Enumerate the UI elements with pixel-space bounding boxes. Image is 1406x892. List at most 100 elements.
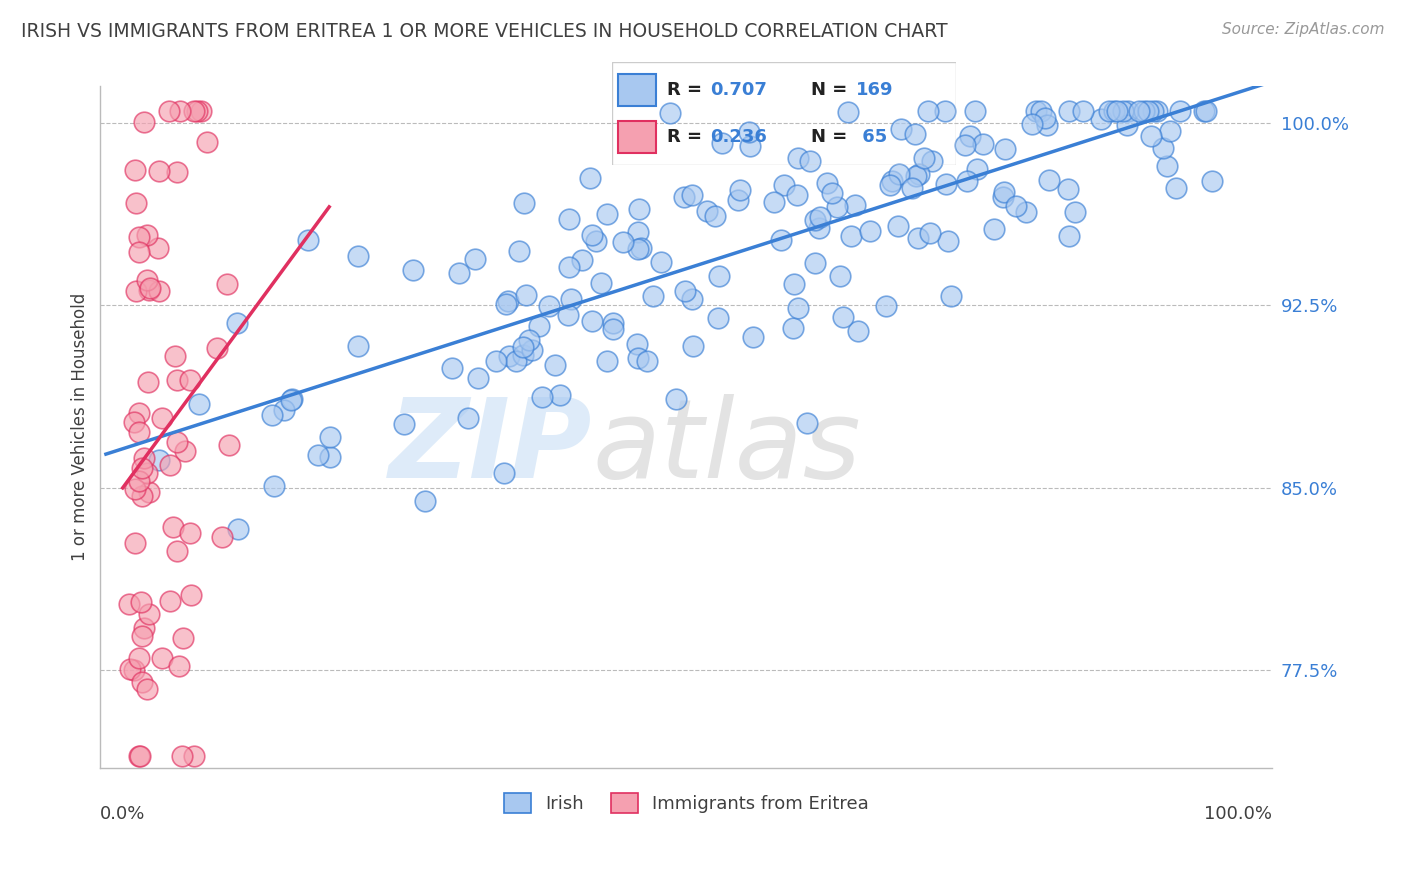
- Point: [839, 228, 862, 243]
- Point: [131, 489, 153, 503]
- Point: [1112, 103, 1135, 118]
- Point: [402, 263, 425, 277]
- Point: [1035, 118, 1057, 132]
- Y-axis label: 1 or more Vehicles in Household: 1 or more Vehicles in Household: [72, 293, 89, 561]
- Point: [1090, 112, 1112, 126]
- Point: [920, 226, 942, 240]
- Point: [548, 387, 571, 401]
- Point: [139, 280, 162, 294]
- Point: [935, 177, 957, 191]
- Point: [132, 621, 155, 635]
- Point: [636, 353, 658, 368]
- Point: [959, 129, 981, 144]
- Point: [467, 371, 489, 385]
- Point: [696, 204, 718, 219]
- Point: [799, 154, 821, 169]
- Point: [226, 523, 249, 537]
- Point: [1139, 128, 1161, 143]
- Point: [907, 167, 929, 181]
- Point: [571, 252, 593, 267]
- Point: [703, 209, 725, 223]
- Point: [934, 103, 956, 118]
- Point: [188, 397, 211, 411]
- Point: [1102, 103, 1125, 118]
- Point: [889, 167, 911, 181]
- Point: [738, 125, 761, 139]
- Point: [150, 651, 173, 665]
- Point: [347, 338, 370, 352]
- Text: 0.236: 0.236: [710, 128, 766, 146]
- Point: [172, 632, 194, 646]
- Point: [665, 392, 688, 406]
- Point: [520, 343, 543, 357]
- Point: [628, 202, 651, 216]
- Text: R =: R =: [666, 81, 709, 99]
- Point: [226, 317, 249, 331]
- Point: [673, 284, 696, 298]
- Point: [936, 234, 959, 248]
- Point: [211, 530, 233, 544]
- Point: [672, 190, 695, 204]
- Text: 0.0%: 0.0%: [100, 805, 146, 823]
- Point: [581, 228, 603, 243]
- Point: [183, 748, 205, 763]
- Text: Source: ZipAtlas.com: Source: ZipAtlas.com: [1222, 22, 1385, 37]
- Point: [170, 748, 193, 763]
- Point: [138, 484, 160, 499]
- Point: [1156, 159, 1178, 173]
- Point: [128, 406, 150, 420]
- Point: [821, 186, 844, 200]
- Point: [136, 375, 159, 389]
- Point: [166, 372, 188, 386]
- Point: [125, 196, 148, 211]
- Point: [581, 314, 603, 328]
- Point: [166, 165, 188, 179]
- Point: [557, 308, 579, 322]
- Point: [505, 354, 527, 368]
- Point: [786, 301, 808, 315]
- Point: [1025, 103, 1047, 118]
- Point: [796, 416, 818, 430]
- Point: [786, 188, 808, 202]
- Point: [762, 194, 785, 209]
- Point: [804, 212, 827, 227]
- Point: [273, 403, 295, 417]
- Point: [529, 319, 551, 334]
- Point: [508, 244, 530, 259]
- Point: [879, 178, 901, 192]
- Point: [1142, 103, 1164, 118]
- Point: [183, 103, 205, 118]
- Text: 0.707: 0.707: [710, 81, 766, 99]
- FancyBboxPatch shape: [619, 121, 657, 153]
- Point: [165, 349, 187, 363]
- Point: [318, 430, 340, 444]
- Point: [956, 174, 979, 188]
- Point: [134, 114, 156, 128]
- Point: [464, 252, 486, 267]
- Point: [179, 526, 201, 541]
- Point: [907, 231, 929, 245]
- Point: [1194, 103, 1216, 118]
- Point: [169, 103, 191, 118]
- Point: [135, 228, 157, 243]
- Point: [128, 244, 150, 259]
- Point: [124, 415, 146, 429]
- Point: [627, 225, 650, 239]
- Text: atlas: atlas: [593, 394, 862, 501]
- Point: [917, 103, 939, 118]
- Point: [1098, 103, 1121, 118]
- Point: [770, 233, 793, 247]
- Point: [844, 198, 866, 212]
- Point: [457, 411, 479, 425]
- Point: [658, 106, 681, 120]
- Point: [263, 479, 285, 493]
- Point: [174, 444, 197, 458]
- Point: [159, 458, 181, 473]
- Point: [512, 196, 534, 211]
- Point: [578, 171, 600, 186]
- Point: [1146, 103, 1168, 118]
- Text: R =: R =: [666, 128, 709, 146]
- Point: [830, 268, 852, 283]
- Point: [880, 174, 903, 188]
- Point: [148, 163, 170, 178]
